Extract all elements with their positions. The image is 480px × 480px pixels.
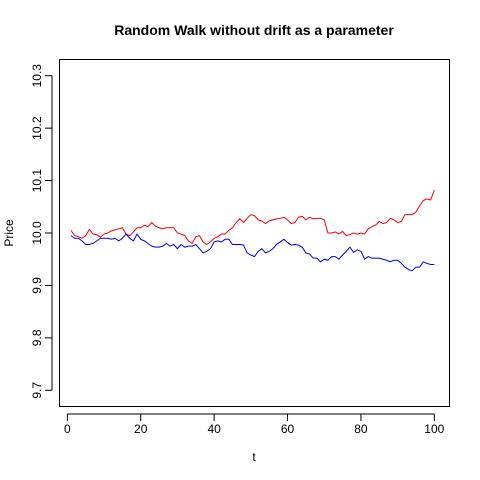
y-tick-label: 10.3 (30, 64, 44, 88)
plot-area-border (59, 59, 450, 407)
series-group (70, 189, 435, 272)
series-line-2 (70, 233, 435, 272)
y-tick-label: 10.0 (30, 221, 44, 245)
series-line-1 (70, 189, 435, 246)
y-axis: 9.7 9.8 9.9 10.0 10.1 10.2 10.3 (30, 64, 53, 399)
y-tick-label: 9.9 (30, 277, 44, 294)
y-tick-label: 10.1 (30, 169, 44, 193)
x-axis-label: t (252, 450, 256, 464)
chart-title: Random Walk without drift as a parameter (114, 22, 394, 38)
y-tick-label: 9.7 (30, 382, 44, 399)
x-tick-label: 40 (207, 422, 221, 436)
x-tick-label: 100 (424, 422, 444, 436)
x-tick-label: 20 (134, 422, 148, 436)
x-tick-label: 80 (354, 422, 368, 436)
y-tick-label: 10.2 (30, 116, 44, 140)
x-axis: 0 20 40 60 80 100 (64, 413, 445, 436)
x-tick-label: 0 (64, 422, 71, 436)
y-axis-label: Price (2, 219, 16, 247)
x-tick-label: 60 (281, 422, 295, 436)
y-tick-label: 9.8 (30, 329, 44, 346)
